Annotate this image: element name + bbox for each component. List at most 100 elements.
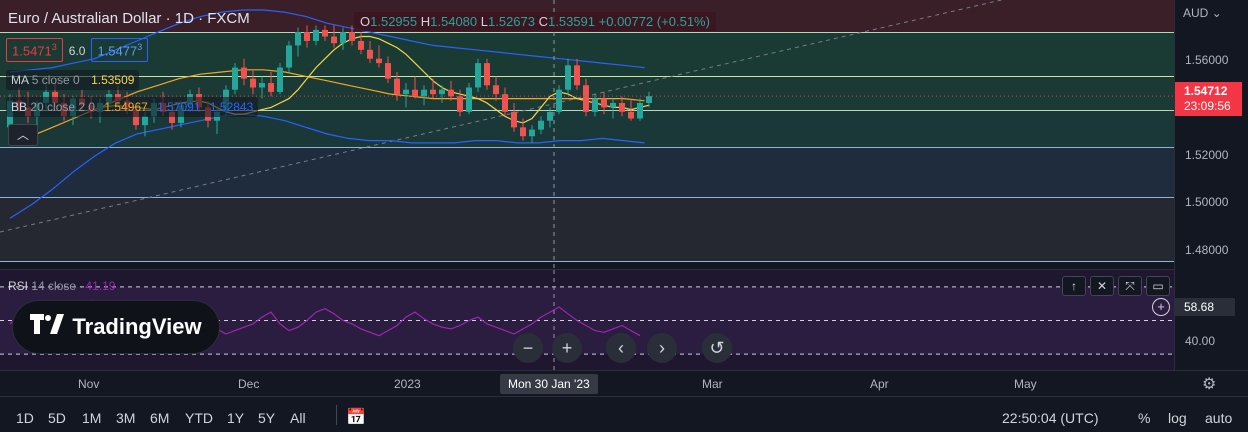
utc-clock[interactable]: 22:50:04 (UTC) — [1002, 410, 1099, 426]
close-pane-button[interactable]: ✕ — [1090, 276, 1114, 296]
tradingview-mark-icon — [30, 314, 65, 340]
candle-body — [358, 40, 364, 50]
range-5d[interactable]: 5D — [48, 410, 66, 426]
level-line-5[interactable] — [0, 197, 1174, 198]
close-value: 1.53591 — [548, 14, 596, 29]
level-line-4[interactable] — [0, 147, 1174, 148]
add-alert-button[interactable]: + — [1152, 298, 1170, 316]
zone-support — [0, 147, 1174, 197]
currency-label: AUD — [1183, 6, 1209, 20]
scroll-right-button[interactable]: › — [647, 333, 677, 363]
sell-button[interactable]: 1.54713 — [6, 38, 63, 63]
low-label: L — [480, 14, 488, 29]
bid-pip: 3 — [51, 42, 57, 52]
bar-countdown: 23:09:56 — [1184, 99, 1231, 113]
candle-body — [583, 85, 589, 112]
candle-body — [529, 129, 535, 137]
high-label: H — [420, 14, 431, 29]
ma-value: 1.53509 — [91, 73, 135, 87]
candle-body — [421, 89, 427, 97]
time-tick: Dec — [238, 377, 260, 391]
range-3m[interactable]: 3M — [116, 410, 136, 426]
time-tick: Apr — [870, 377, 889, 391]
price-series-canvas — [0, 0, 1174, 268]
rsi-cursor-tag: 58.68 — [1175, 298, 1235, 316]
candle-body — [619, 102, 625, 112]
chevron-right-icon: › — [659, 338, 665, 358]
candle-body — [250, 78, 256, 88]
candle-body — [412, 89, 418, 97]
range-ytd[interactable]: YTD — [185, 410, 213, 426]
candle-body — [232, 67, 238, 90]
candle-body — [457, 96, 463, 112]
settings-gear-icon[interactable]: ⚙ — [1202, 376, 1217, 393]
ma-legend[interactable]: MA 5 close 0 1.53509 — [6, 70, 140, 90]
go-to-date-button[interactable] — [336, 405, 337, 425]
maximize-pane-button[interactable]: ▭ — [1146, 276, 1170, 296]
bid-price: 1.5471 — [12, 43, 52, 59]
candle-body — [556, 89, 562, 112]
candle-body — [430, 89, 436, 95]
range-1y[interactable]: 1Y — [227, 410, 245, 426]
reset-chart-button[interactable]: ↺ — [702, 333, 732, 363]
bb-legend[interactable]: BB 20 close 2 0 1.54967 1.57091 1.52843 — [6, 97, 259, 117]
high-value: 1.54080 — [430, 14, 478, 29]
bb-params: 20 close 2 0 — [30, 100, 96, 114]
plus-icon: + — [561, 338, 573, 358]
candle-body — [601, 98, 607, 108]
level-line-6[interactable] — [0, 261, 1174, 262]
rsi-legend[interactable]: RSI 14 close 41.19 — [8, 279, 115, 293]
candle-body — [475, 63, 481, 88]
change-value: +0.00772 (+0.51%) — [598, 14, 710, 29]
time-tick: Mar — [702, 377, 723, 391]
bb-upper-value: 1.57091 — [157, 100, 201, 114]
ohlc-readout: O1.52955 H1.54080 L1.52673 C1.53591 +0.0… — [354, 12, 716, 31]
zoom-out-button[interactable]: − — [513, 333, 543, 363]
range-1d[interactable]: 1D — [16, 410, 34, 426]
rsi-value: 41.19 — [85, 279, 116, 293]
range-5y[interactable]: 5Y — [258, 410, 276, 426]
bb-upper-line — [9, 9, 645, 73]
bb-lower-line — [9, 113, 645, 219]
level-line-1[interactable] — [0, 32, 1174, 33]
candle-body — [277, 67, 283, 92]
time-cursor-label: Mon 30 Jan '23 — [500, 374, 598, 394]
scroll-left-button[interactable]: ‹ — [606, 333, 636, 363]
range-6m[interactable]: 6M — [150, 410, 170, 426]
close-icon: ✕ — [1096, 279, 1108, 293]
currency-selector[interactable]: AUD ⌄ — [1183, 6, 1222, 20]
bb-name: BB — [11, 100, 28, 114]
collapse-legend-button[interactable]: ︿ — [8, 124, 38, 146]
rsi-params: 14 close — [31, 279, 77, 293]
candle-body — [628, 111, 634, 119]
percent-toggle[interactable]: % — [1138, 410, 1151, 426]
candle-body — [322, 29, 328, 37]
candle-body — [403, 89, 409, 95]
move-pane-up-button[interactable]: ↑ — [1062, 276, 1086, 296]
candle-body — [511, 111, 517, 128]
spread-value: 6.0 — [68, 44, 86, 59]
range-1m[interactable]: 1M — [82, 410, 102, 426]
price-chart-pane[interactable] — [0, 0, 1174, 268]
level-line-2[interactable] — [0, 76, 1174, 77]
candle-body — [565, 65, 571, 90]
zoom-in-button[interactable]: + — [552, 333, 582, 363]
chevron-down-icon: ⌄ — [1211, 6, 1222, 20]
collapse-pane-button[interactable]: ⤧ — [1118, 276, 1142, 296]
calendar-icon[interactable]: 📅 — [346, 409, 366, 426]
candle-body — [538, 120, 544, 130]
time-axis[interactable]: Nov Dec 2023 Mar Apr May Mon 30 Jan '23 … — [0, 370, 1248, 397]
minus-icon: − — [522, 338, 534, 358]
rsi-name: RSI — [8, 279, 29, 293]
tradingview-logo[interactable]: TradingView — [12, 300, 220, 354]
candle-body — [448, 89, 454, 97]
price-tick: 1.50000 — [1185, 195, 1229, 209]
buy-button[interactable]: 1.54773 — [91, 38, 149, 63]
auto-toggle[interactable]: auto — [1205, 410, 1233, 426]
candle-body — [376, 58, 382, 64]
log-toggle[interactable]: log — [1168, 410, 1187, 426]
symbol-title[interactable]: Euro / Australian Dollar · 1D · FXCM — [8, 10, 250, 27]
open-value: 1.52955 — [370, 14, 418, 29]
range-all[interactable]: All — [290, 410, 306, 426]
maximize-icon: ▭ — [1152, 279, 1164, 293]
